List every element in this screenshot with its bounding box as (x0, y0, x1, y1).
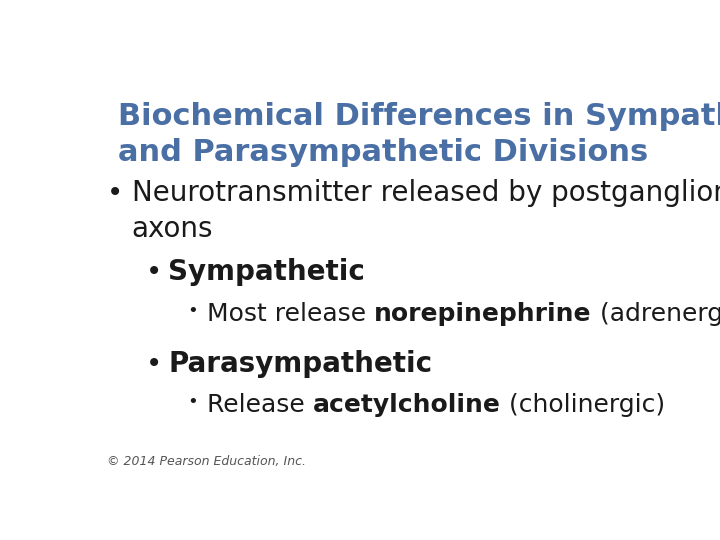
Text: Neurotransmitter released by postganglionic
axons: Neurotransmitter released by postganglio… (132, 179, 720, 243)
Text: •: • (145, 349, 162, 377)
Text: Biochemical Differences in Sympathetic: Biochemical Differences in Sympathetic (118, 102, 720, 131)
Text: Sympathetic: Sympathetic (168, 258, 365, 286)
Text: •: • (145, 258, 162, 286)
Text: •: • (107, 179, 123, 207)
Text: (cholinergic): (cholinergic) (501, 393, 665, 417)
Text: norepinephrine: norepinephrine (374, 302, 592, 326)
Text: © 2014 Pearson Education, Inc.: © 2014 Pearson Education, Inc. (107, 455, 306, 468)
Text: Most release: Most release (207, 302, 374, 326)
Text: acetylcholine: acetylcholine (313, 393, 501, 417)
Text: and Parasympathetic Divisions: and Parasympathetic Divisions (118, 138, 648, 166)
Text: Release: Release (207, 393, 313, 417)
Text: •: • (188, 393, 199, 411)
Text: (adrenergic): (adrenergic) (592, 302, 720, 326)
Text: •: • (188, 302, 199, 320)
Text: Parasympathetic: Parasympathetic (168, 349, 432, 377)
